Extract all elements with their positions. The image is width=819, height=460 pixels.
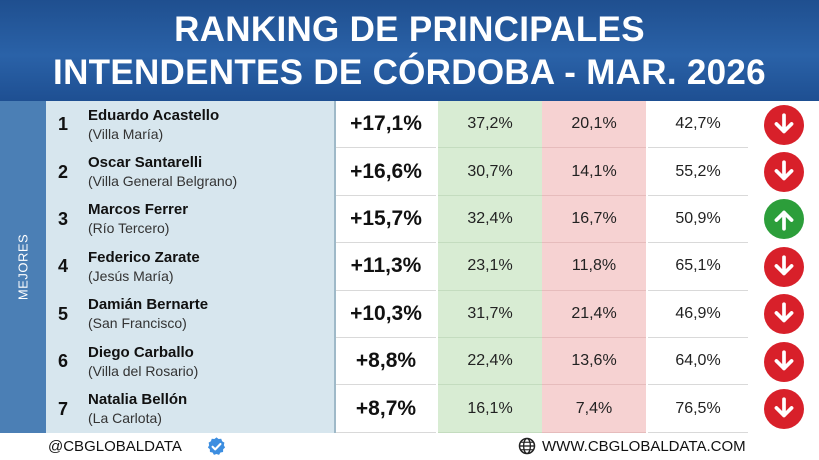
table-row: 6 Diego Carballo (Villa del Rosario) +8,8% 2… [46,338,819,386]
title-line-2: INTENDENTES DE CÓRDOBA - MAR. 2026 [53,52,766,92]
trend-cell [748,148,819,196]
other-percent: 65,1% [648,243,748,291]
trend-cell [748,195,819,244]
title-line-1: RANKING DE PRINCIPALES [174,9,645,49]
variation-value: +11,3% [336,243,436,291]
table-row: 1 Eduardo Acastello (Villa María) +17,1% 37,… [46,101,819,149]
arrow-down-icon [774,160,793,181]
rank-number: 7 [46,385,80,433]
table-row: 3 Marcos Ferrer (Río Tercero) +15,7% 32,4% 16… [46,195,819,244]
mayor-city: (Villa del Rosario) [88,362,199,379]
trend-cell [748,338,819,386]
table-row: 4 Federico Zarate (Jesús María) +11,3% 23,1%… [46,243,819,291]
rank-number: 5 [46,290,80,338]
mayor-name: Damián Bernarte [88,296,209,314]
arrow-down-icon [774,302,793,323]
arrow-up-icon [774,211,793,232]
variation-value: +8,7% [336,385,436,433]
mayor-city: (Villa María) [88,125,164,142]
trend-cell [748,385,819,433]
trend-indicator [763,294,804,335]
negative-percent: 7,4% [542,385,646,433]
trend-cell [748,243,819,291]
mayor-city: (La Carlota) [88,410,162,427]
trend-indicator [763,199,804,240]
rank-number: 6 [46,338,80,386]
mayor-name: Marcos Ferrer [88,201,189,219]
mayor-cell: Diego Carballo (Villa del Rosario) [80,338,334,386]
mayor-cell: Damián Bernarte (San Francisco) [80,290,334,338]
table-row: 5 Damián Bernarte (San Francisco) +10,3% 31,… [46,290,819,338]
variation-value: +17,1% [336,101,436,149]
table-row: 2 Oscar Santarelli (Villa General Belgrano… [46,148,819,196]
mayor-cell: Federico Zarate (Jesús María) [80,243,334,291]
negative-percent: 20,1% [542,101,646,149]
positive-percent: 32,4% [438,195,542,244]
other-percent: 76,5% [648,385,748,433]
mayor-cell: Marcos Ferrer (Río Tercero) [80,195,334,244]
mayor-city: (San Francisco) [88,315,187,332]
other-percent: 55,2% [648,148,748,196]
rank-number: 3 [46,195,80,244]
positive-percent: 22,4% [438,338,542,386]
positive-percent: 30,7% [438,148,542,196]
verified-badge-icon [207,437,226,455]
ranking-table: 1 Eduardo Acastello (Villa María) +17,1% 37,… [46,101,819,433]
variation-value: +16,6% [336,148,436,196]
other-percent: 42,7% [648,101,748,149]
arrow-down-icon [774,113,793,134]
side-panel: MEJORES [0,101,46,433]
rank-number: 4 [46,243,80,291]
mayor-city: (Jesús María) [88,267,174,284]
trend-cell [748,290,819,338]
column-divider [334,101,336,433]
negative-percent: 11,8% [542,243,646,291]
other-percent: 64,0% [648,338,748,386]
negative-percent: 14,1% [542,148,646,196]
trend-cell [748,101,819,149]
trend-indicator [763,341,804,382]
website-link[interactable]: WWW.CBGLOBALDATA.COM [518,437,746,455]
negative-percent: 21,4% [542,290,646,338]
trend-indicator [763,246,804,287]
rank-number: 1 [46,101,80,149]
trend-indicator [763,389,804,430]
mayor-name: Natalia Bellón [88,391,188,409]
header-banner: RANKING DE PRINCIPALES INTENDENTES DE CÓ… [0,0,819,101]
trend-indicator [763,152,804,193]
arrow-down-icon [774,350,793,371]
positive-percent: 16,1% [438,385,542,433]
mayor-name: Eduardo Acastello [88,106,220,124]
positive-percent: 31,7% [438,290,542,338]
rank-number: 2 [46,148,80,196]
positive-percent: 37,2% [438,101,542,149]
variation-value: +8,8% [336,338,436,386]
mayor-cell: Oscar Santarelli (Villa General Belgrano) [80,148,334,196]
table-row: 7 Natalia Bellón (La Carlota) +8,7% 16,1% 7,4… [46,385,819,433]
other-percent: 46,9% [648,290,748,338]
negative-percent: 16,7% [542,195,646,244]
mayor-city: (Villa General Belgrano) [88,173,238,190]
arrow-down-icon [774,255,793,276]
variation-value: +15,7% [336,195,436,244]
footer: @CBGLOBALDATA WWW.CBGLOBALDATA.COM [0,433,819,460]
positive-percent: 23,1% [438,243,542,291]
negative-percent: 13,6% [542,338,646,386]
mayor-city: (Río Tercero) [88,220,170,237]
other-percent: 50,9% [648,195,748,244]
mayor-name: Federico Zarate [88,248,200,266]
side-label: MEJORES [15,233,31,301]
mayor-name: Oscar Santarelli [88,154,203,172]
mayor-cell: Natalia Bellón (La Carlota) [80,385,334,433]
mayor-cell: Eduardo Acastello (Villa María) [80,101,334,149]
social-handle: @CBGLOBALDATA [48,438,182,455]
mayor-name: Diego Carballo [88,343,194,361]
globe-icon [518,437,536,455]
trend-indicator [763,104,804,145]
arrow-down-icon [774,397,793,418]
variation-value: +10,3% [336,290,436,338]
website-text: WWW.CBGLOBALDATA.COM [542,437,746,455]
